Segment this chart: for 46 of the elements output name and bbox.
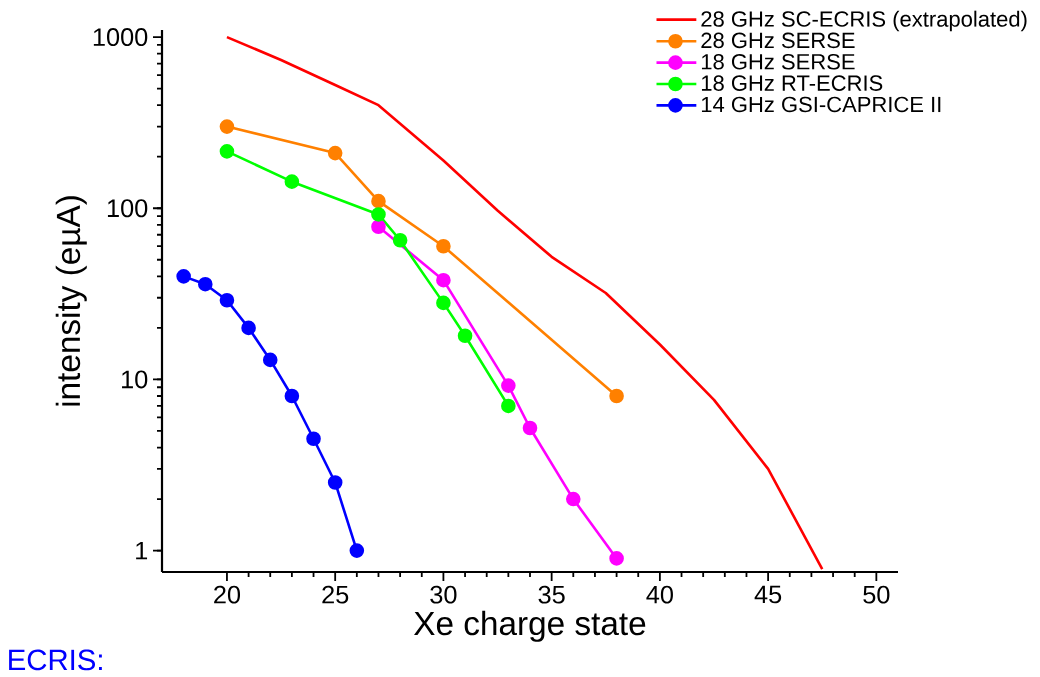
point: [371, 219, 386, 235]
point: [327, 475, 343, 490]
x-tick-label: 20: [214, 585, 241, 604]
x-axis-title: Xe charge state: [414, 610, 646, 642]
x-tick-label: 45: [754, 585, 782, 604]
x-tick-label: 40: [646, 585, 673, 604]
legend-label: 18 GHz SERSE: [701, 53, 855, 70]
x-tick-label: 25: [322, 585, 349, 604]
point: [565, 491, 581, 507]
y-axis-title: intensity (eµA): [55, 196, 87, 406]
point: [219, 144, 235, 159]
point: [436, 238, 451, 254]
y-tick-label: 1: [136, 541, 148, 560]
point: [176, 269, 191, 284]
point: [241, 320, 256, 336]
point: [436, 295, 451, 311]
point: [306, 431, 321, 447]
legend-label: 18 GHz RT-ECRIS: [701, 75, 883, 91]
point: [262, 352, 278, 368]
point: [284, 174, 300, 189]
x-tick-label: 50: [863, 585, 890, 604]
point: [371, 207, 386, 222]
point: [349, 543, 365, 558]
point: [609, 551, 624, 566]
point: [609, 388, 624, 404]
point: [501, 398, 516, 414]
y-tick-label: 1000: [93, 28, 148, 47]
y-tick-label: 100: [107, 199, 148, 218]
point: [219, 292, 235, 308]
point: [392, 232, 408, 248]
point: [198, 276, 213, 292]
x-tick-label: 30: [430, 585, 457, 604]
point: [327, 145, 343, 161]
legend-label: 28 GHz SERSE: [701, 32, 855, 49]
point: [284, 388, 300, 404]
x-tick-label: 35: [538, 585, 565, 604]
point: [219, 119, 235, 134]
point: [501, 378, 516, 393]
text: ECRIS:: [9, 649, 102, 671]
point: [522, 420, 538, 436]
point: [436, 272, 451, 288]
point: [371, 193, 386, 209]
legend-label: 14 GHz GSI-CAPRICE II: [701, 96, 941, 113]
point: [457, 328, 473, 344]
y-tick-label: 10: [122, 370, 148, 389]
legend-label: 28 GHz SC-ECRIS (extrapolated): [701, 10, 1027, 32]
